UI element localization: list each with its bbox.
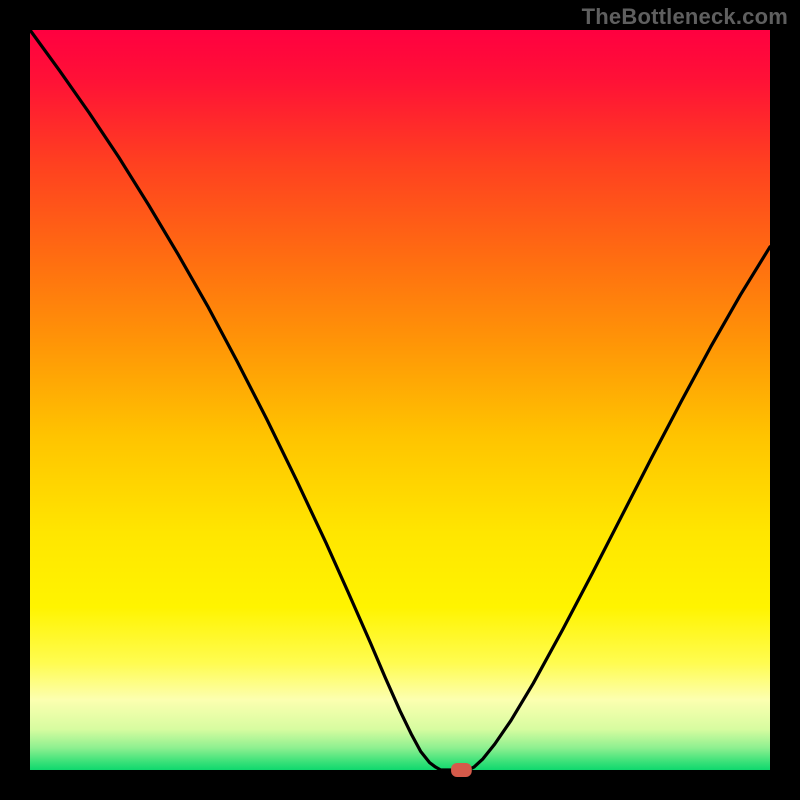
chart-stage: TheBottleneck.com <box>0 0 800 800</box>
plot-background <box>30 30 770 770</box>
bottleneck-plot <box>0 0 800 800</box>
watermark-text: TheBottleneck.com <box>582 4 788 30</box>
minimum-marker <box>451 763 472 777</box>
